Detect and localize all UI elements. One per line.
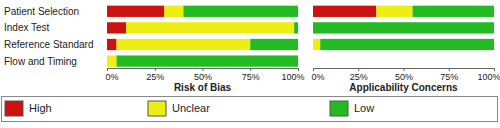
bar-segment (376, 6, 412, 17)
tick: 25% (350, 68, 368, 82)
tick-label: 0% (312, 72, 325, 82)
legend-swatch (148, 101, 166, 116)
tick-label: 50% (395, 72, 413, 82)
panel: 0% 25% 50% 75% 100% Applicability Concerns (312, 6, 500, 93)
figure: 0% 25% 50% 75% 100% Patient Selection Index Te… (0, 0, 500, 128)
legend-label: Low (354, 102, 374, 114)
axis-line (108, 69, 299, 72)
bar-segment (250, 39, 298, 50)
tick: 100% (477, 68, 500, 82)
bar-segment (117, 55, 298, 66)
tick: 100% (281, 68, 304, 82)
bar-segment (313, 39, 320, 50)
tick-mark (155, 68, 156, 71)
bars (107, 6, 298, 67)
legend-swatch (5, 101, 23, 116)
panel: 0% 25% 50% 75% 100% Patient Selection Index Te… (4, 6, 305, 93)
tick-mark (358, 68, 359, 71)
tick-mark (494, 68, 495, 71)
bar-segment (107, 22, 126, 33)
axis-line (314, 69, 495, 72)
bar-segment (320, 39, 494, 50)
tick: 75% (440, 68, 458, 82)
bar-segment (117, 39, 251, 50)
tick-label: 75% (440, 72, 458, 82)
tick-mark (449, 68, 450, 71)
tick: 25% (146, 68, 164, 82)
category-label: Reference Standard (4, 39, 94, 50)
x-axis: 0% 25% 50% 75% 100% (106, 68, 305, 82)
axis-title: Applicability Concerns (349, 82, 458, 93)
tick-label: 0% (106, 72, 119, 82)
tick-label: 50% (194, 72, 212, 82)
bars (313, 6, 494, 50)
category-label: Patient Selection (4, 6, 79, 17)
bar-segment (413, 6, 494, 17)
tick-label: 25% (146, 72, 164, 82)
tick: 50% (395, 68, 413, 82)
tick-mark (107, 68, 108, 71)
category-label: Index Test (4, 22, 50, 33)
bar-segment (313, 22, 494, 33)
legend-label: Unclear (172, 102, 210, 114)
bar-segment (294, 22, 298, 33)
tick: 50% (194, 68, 212, 82)
x-axis: 0% 25% 50% 75% 100% (312, 68, 500, 82)
bar-segment (107, 55, 117, 66)
legend-label: High (29, 102, 52, 114)
tick-mark (250, 68, 251, 71)
bar-segment (313, 6, 376, 17)
bar-segment (107, 6, 164, 17)
tick-label: 100% (281, 72, 304, 82)
legend-swatch (330, 101, 348, 116)
bar-segment (164, 6, 183, 17)
tick: 0% (106, 68, 119, 82)
tick-mark (203, 68, 204, 71)
tick-label: 100% (477, 72, 500, 82)
tick-label: 25% (350, 72, 368, 82)
tick: 75% (242, 68, 260, 82)
tick-mark (313, 68, 314, 71)
tick-label: 75% (242, 72, 260, 82)
axis-title: Risk of Bias (174, 82, 232, 93)
category-label: Flow and Timing (4, 56, 77, 67)
bar-segment (126, 22, 294, 33)
bar-segment (183, 6, 298, 17)
legend: High Unclear Low (2, 97, 498, 122)
tick: 0% (312, 68, 325, 82)
tick-mark (298, 68, 299, 71)
bar-segment (107, 39, 117, 50)
legend-frame (2, 97, 498, 122)
tick-mark (404, 68, 405, 71)
